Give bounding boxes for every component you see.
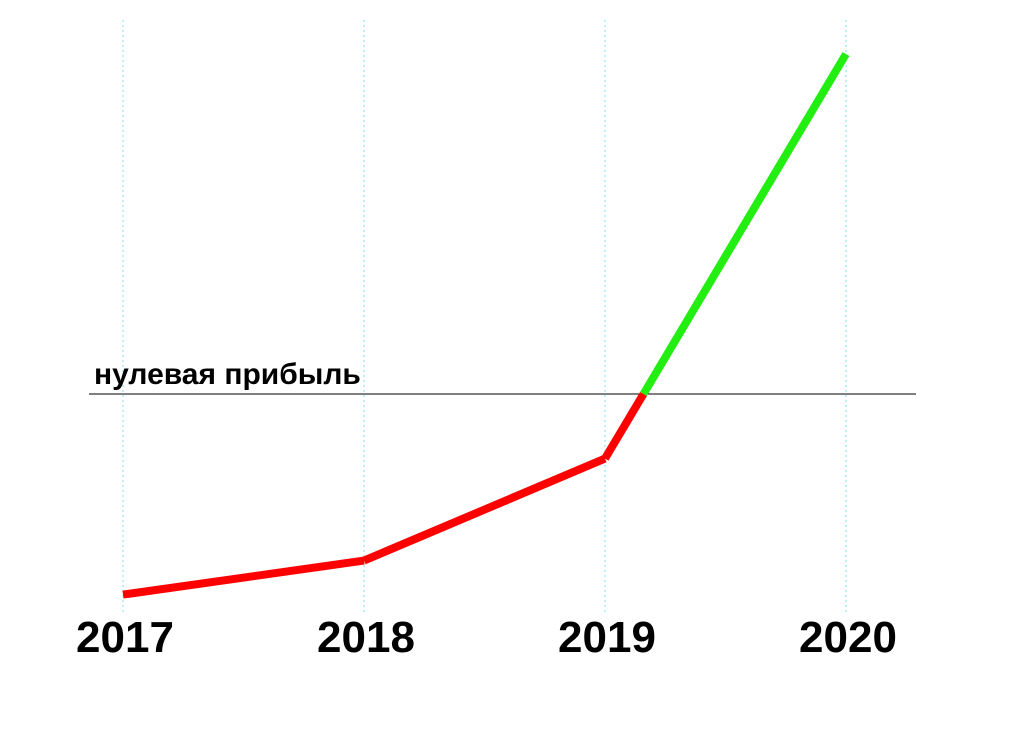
series-segment-2017-2018 [122, 556, 365, 599]
x-axis-tick-labels: 2017 2018 2019 2020 [76, 613, 897, 662]
zero-profit-label: нулевая прибыль [94, 358, 361, 391]
x-tick-label-2020: 2020 [799, 613, 897, 662]
series-segment-2019-2020-part1 [601, 391, 647, 461]
x-tick-label-2018: 2018 [317, 613, 415, 662]
series-segment-2019-2020-part2 [640, 51, 850, 397]
x-tick-label-2017: 2017 [76, 613, 174, 662]
series-segment-2018-2019 [362, 454, 607, 565]
profit-series [122, 51, 850, 599]
vertical-gridlines [122, 20, 847, 615]
x-tick-label-2019: 2019 [558, 613, 656, 662]
